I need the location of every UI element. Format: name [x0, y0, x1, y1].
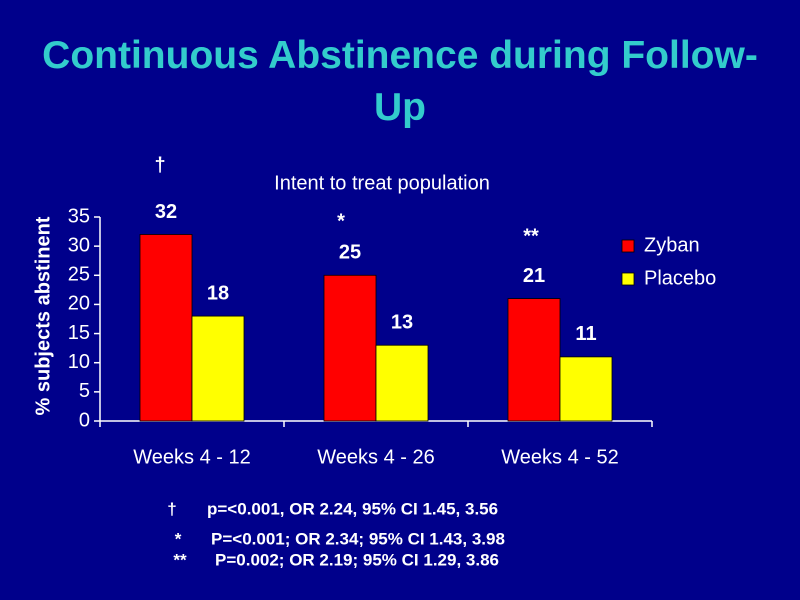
- y-axis-label: % subjects abstinent: [32, 216, 54, 415]
- bar: [191, 315, 245, 422]
- y-tick-label: 0: [79, 409, 90, 431]
- y-tick-label: 20: [68, 293, 90, 315]
- data-label: 11: [575, 323, 596, 345]
- x-tick-label: Weeks 4 - 26: [317, 446, 434, 468]
- legend-swatch: [621, 239, 635, 253]
- footnote-text: P=<0.001; OR 2.34; 95% CI 1.43, 3.98: [211, 529, 505, 548]
- data-label: 21: [523, 265, 545, 287]
- y-tick-label: 35: [68, 205, 90, 227]
- bar: [139, 234, 193, 422]
- legend-label: Zyban: [644, 234, 700, 256]
- footnote-symbol: †: [167, 499, 176, 518]
- bar: [559, 356, 613, 422]
- footnote-text: p=<0.001, OR 2.24, 95% CI 1.45, 3.56: [207, 499, 498, 518]
- slide-title: Continuous Abstinence during Follow-Up: [42, 34, 758, 129]
- bar: [375, 344, 429, 422]
- footnote-text: P=0.002; OR 2.19; 95% CI 1.29, 3.86: [215, 550, 499, 569]
- annotation: *: [337, 210, 345, 232]
- bar: [507, 298, 561, 422]
- annotation: †: [154, 154, 165, 176]
- data-label: 25: [339, 242, 361, 264]
- x-tick-label: Weeks 4 - 52: [501, 446, 618, 468]
- data-label: 18: [207, 282, 229, 304]
- footnote-symbol: **: [173, 550, 187, 569]
- footnote-symbol: *: [175, 529, 182, 548]
- y-tick-label: 5: [79, 380, 90, 402]
- y-tick-label: 25: [68, 264, 90, 286]
- x-tick-label: Weeks 4 - 12: [133, 446, 250, 468]
- data-label: 13: [391, 312, 413, 334]
- y-tick-label: 30: [68, 234, 90, 256]
- chart-subtitle: Intent to treat population: [274, 172, 490, 194]
- y-tick-label: 10: [68, 351, 90, 373]
- legend-label: Placebo: [644, 267, 716, 289]
- bar: [323, 274, 377, 422]
- annotation: **: [523, 225, 539, 247]
- y-tick-label: 15: [68, 322, 90, 344]
- legend-swatch: [621, 272, 635, 286]
- data-label: 32: [155, 201, 177, 223]
